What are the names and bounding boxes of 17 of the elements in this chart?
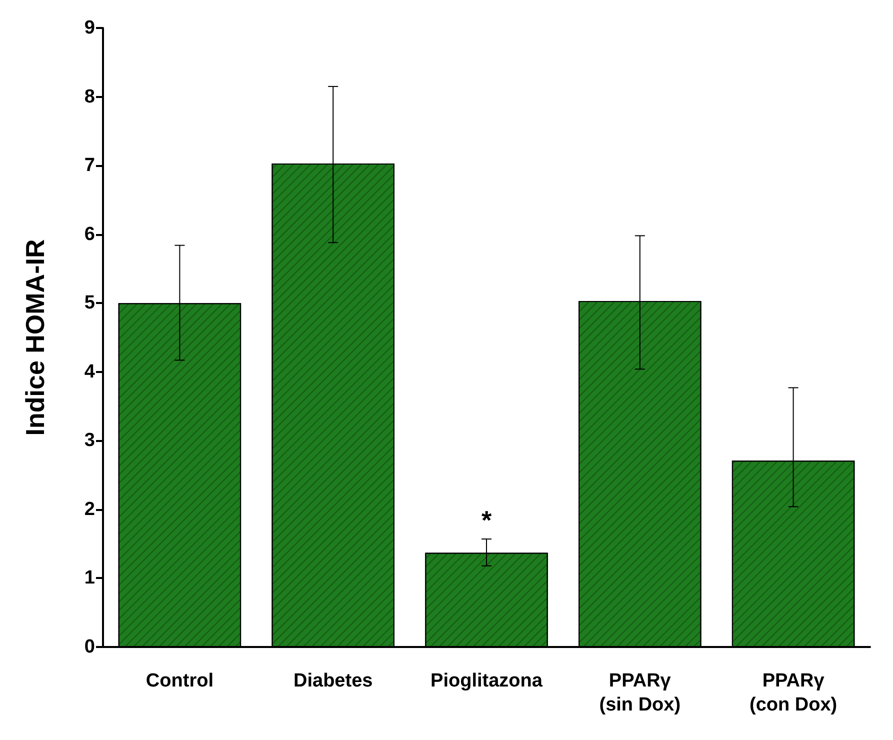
x-tick-label: Pioglitazona	[430, 670, 543, 692]
y-tick-label: 8	[84, 86, 95, 108]
y-tick-label: 2	[84, 498, 95, 520]
x-tick-label: Control	[146, 670, 214, 692]
y-tick-label: 0	[84, 636, 95, 658]
y-tick-label: 5	[84, 292, 96, 314]
y-tick-label: 4	[84, 361, 96, 382]
y-tick-label: 6	[84, 224, 95, 245]
y-tick-label: 1	[84, 568, 96, 589]
x-tick-label: PPARγ (sin Dox)	[599, 670, 681, 716]
y-tick-label: 3	[84, 430, 95, 452]
y-tick-label: 7	[84, 155, 95, 176]
x-tick-label: Diabetes	[294, 670, 373, 692]
data-label: *	[481, 505, 492, 536]
y-axis-title: Indice HOMA-IR	[20, 239, 50, 436]
x-tick-label: PPARγ (con Dox)	[749, 670, 838, 716]
y-tick-label: 9	[84, 18, 95, 38]
